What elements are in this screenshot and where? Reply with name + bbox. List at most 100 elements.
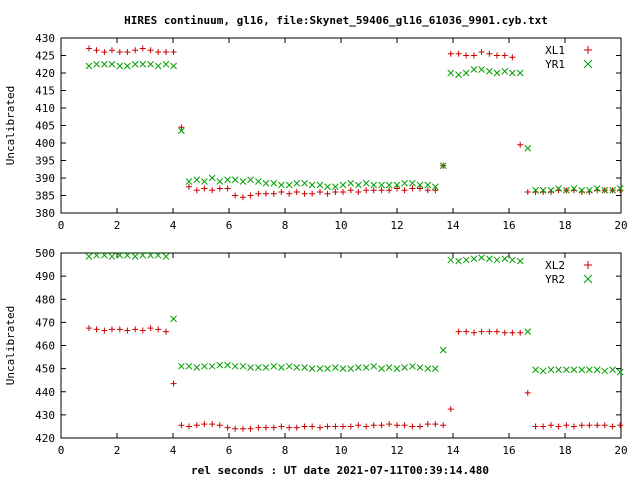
y-tick-label: 405 xyxy=(35,120,55,133)
y-tick-label: 390 xyxy=(35,172,55,185)
data-point-yr1 xyxy=(201,178,208,185)
data-point-xl1 xyxy=(447,50,454,57)
data-point-yr2 xyxy=(462,256,470,264)
data-point-yr1 xyxy=(216,178,224,185)
data-point-xl2 xyxy=(278,423,285,430)
data-point-xl2 xyxy=(563,422,570,429)
legend-label-yr1: YR1 xyxy=(545,58,565,71)
data-point-xl1 xyxy=(524,189,531,195)
data-point-yr2 xyxy=(124,251,131,259)
data-point-yr1 xyxy=(593,185,601,192)
legend-label-yr2: YR2 xyxy=(545,273,565,286)
data-point-yr1 xyxy=(509,69,516,77)
data-point-xl2 xyxy=(524,389,531,396)
y-tick-label: 490 xyxy=(35,270,55,283)
data-point-yr2 xyxy=(432,365,439,372)
data-point-yr1 xyxy=(616,185,624,192)
data-point-xl1 xyxy=(216,185,223,192)
data-point-yr2 xyxy=(601,367,609,375)
data-point-xl2 xyxy=(601,422,608,429)
data-point-xl1 xyxy=(370,187,377,194)
data-point-yr1 xyxy=(516,69,524,77)
panel-top: Uncalibrated 0 2 4 6 8 10 12 14 16 18 20 380 385 390 39… xyxy=(4,32,628,232)
data-point-xl1 xyxy=(509,54,516,61)
data-point-yr1 xyxy=(370,181,378,189)
data-point-yr1 xyxy=(270,179,278,187)
legend-marker-yr2 xyxy=(583,274,593,284)
data-point-yr2 xyxy=(509,256,516,264)
data-point-xl1 xyxy=(108,47,115,54)
x-tick-label: 16 xyxy=(502,444,515,457)
data-point-xl2 xyxy=(224,424,231,431)
data-point-yr2 xyxy=(547,366,555,374)
data-point-yr1 xyxy=(324,183,331,191)
data-point-xl2 xyxy=(108,326,115,333)
data-point-xl1 xyxy=(394,185,400,192)
x-tick-label: 14 xyxy=(446,219,460,232)
data-point-xl1 xyxy=(147,47,154,54)
data-point-yr2 xyxy=(370,362,378,370)
data-point-xl1 xyxy=(124,49,131,55)
data-point-xl2 xyxy=(185,423,192,430)
y-tick-label: 430 xyxy=(35,32,55,45)
data-point-xl1 xyxy=(139,45,146,52)
data-point-xl1 xyxy=(309,190,316,197)
data-point-yr2 xyxy=(516,257,524,265)
data-point-yr1 xyxy=(555,185,562,192)
data-point-yr1 xyxy=(447,69,455,77)
data-point-yr2 xyxy=(339,365,347,372)
data-point-yr1 xyxy=(255,178,262,185)
data-point-xl2 xyxy=(471,329,477,336)
y-tick-label: 380 xyxy=(35,207,55,220)
data-point-yr2 xyxy=(178,362,185,370)
y-tick-label: 430 xyxy=(35,409,55,422)
y-tick-label: 440 xyxy=(35,386,55,399)
data-point-xl1 xyxy=(332,189,339,195)
x-tick-label: 6 xyxy=(226,444,233,457)
data-point-xl1 xyxy=(355,189,362,195)
data-point-xl2 xyxy=(178,422,185,429)
data-point-yr1 xyxy=(478,66,485,73)
x-tick-label: 12 xyxy=(390,219,403,232)
data-point-xl2 xyxy=(201,421,208,428)
data-point-xl2 xyxy=(324,423,331,430)
data-point-yr1 xyxy=(247,176,254,184)
data-point-yr1 xyxy=(124,62,131,70)
data-point-yr1 xyxy=(93,60,100,68)
data-point-yr1 xyxy=(455,71,462,79)
data-point-yr2 xyxy=(501,255,509,263)
data-point-xl2 xyxy=(570,423,577,430)
data-point-yr2 xyxy=(255,364,262,371)
data-point-yr1 xyxy=(532,186,539,194)
x-tick-label: 2 xyxy=(114,444,121,457)
data-point-yr2 xyxy=(170,315,177,323)
data-point-xl2 xyxy=(416,423,423,430)
y-tick-label: 395 xyxy=(35,155,55,168)
data-point-xl1 xyxy=(455,50,462,57)
data-point-yr2 xyxy=(201,362,208,370)
data-point-xl2 xyxy=(170,380,177,387)
plot-frame xyxy=(60,252,622,439)
data-point-xl2 xyxy=(578,422,585,429)
data-point-xl2 xyxy=(501,329,508,336)
data-point-xl1 xyxy=(93,47,100,54)
x-tick-label: 18 xyxy=(558,444,571,457)
data-point-yr2 xyxy=(393,365,401,372)
data-point-xl2 xyxy=(309,423,316,430)
data-point-xl2 xyxy=(594,422,601,429)
data-point-yr1 xyxy=(185,178,193,185)
x-tick-label: 10 xyxy=(334,444,347,457)
data-point-xl1 xyxy=(378,187,385,194)
data-point-yr1 xyxy=(85,62,93,70)
data-point-yr2 xyxy=(355,364,362,371)
data-point-xl1 xyxy=(463,52,470,59)
data-point-yr2 xyxy=(524,328,532,335)
data-point-xl2 xyxy=(370,422,377,429)
x-axis-label: rel seconds : UT date 2021-07-11T00:39:1… xyxy=(191,464,489,477)
data-point-xl2 xyxy=(455,328,462,335)
data-point-yr1 xyxy=(486,67,493,75)
data-point-yr2 xyxy=(378,365,385,372)
legend-marker-xl2 xyxy=(584,261,592,269)
data-point-xl2 xyxy=(193,422,200,429)
